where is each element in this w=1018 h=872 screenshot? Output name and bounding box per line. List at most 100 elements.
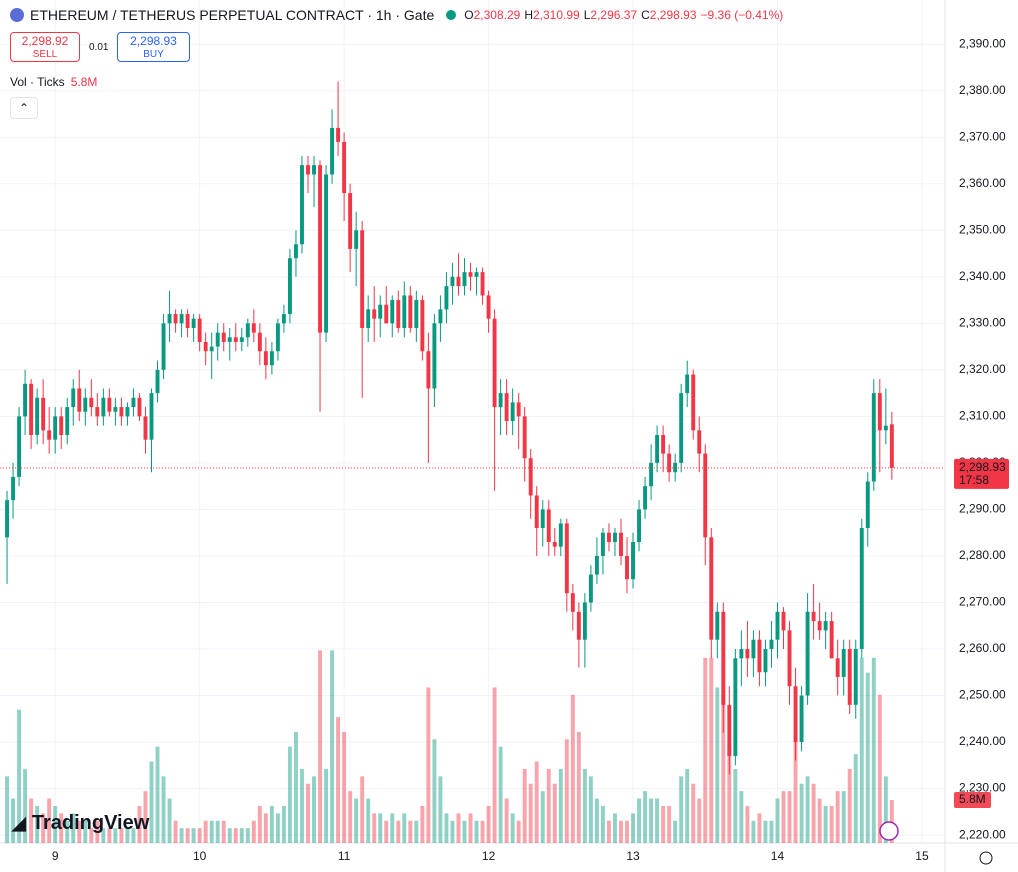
volume-bar — [173, 820, 178, 843]
candle-body — [408, 295, 413, 328]
volume-bar — [221, 820, 226, 843]
volume-bar — [77, 820, 82, 843]
volume-bar — [390, 813, 395, 843]
volume-bar — [631, 813, 635, 843]
volume-bar — [817, 798, 822, 843]
candle-body — [107, 397, 112, 412]
volume-bar — [366, 798, 371, 843]
volume-bar — [781, 791, 786, 843]
volume-bar — [89, 828, 94, 843]
volume-bar — [661, 805, 666, 843]
candle-body — [372, 309, 377, 319]
x-tick-label: 13 — [626, 849, 640, 863]
candle-body — [709, 537, 714, 640]
candle-body — [835, 658, 840, 677]
candle-body — [528, 458, 533, 496]
volume-bar — [492, 687, 497, 843]
candle-body — [191, 318, 196, 328]
volume-bar — [793, 739, 798, 843]
volume-bar — [564, 739, 569, 843]
volume-bar — [871, 657, 876, 843]
volume-bar — [763, 820, 768, 843]
volume-bar — [697, 798, 702, 843]
sell-price: 2,298.92 — [21, 34, 69, 48]
settings-icon — [979, 851, 993, 865]
volume-bar — [769, 820, 774, 843]
candle-body — [847, 648, 852, 705]
candle-body — [793, 686, 798, 743]
volume-bar — [883, 776, 888, 843]
volume-bar — [294, 731, 298, 843]
sell-button[interactable]: 2,298.92 SELL — [10, 32, 80, 62]
candle-body — [817, 621, 822, 631]
candle-body — [865, 481, 870, 529]
candle-body — [23, 383, 28, 417]
volume-bar — [372, 813, 377, 843]
volume-bar — [727, 746, 732, 843]
symbol-title[interactable]: ETHEREUM / TETHERUS PERPETUAL CONTRACT ·… — [30, 7, 435, 23]
volume-bar — [474, 820, 479, 843]
candle-body — [799, 695, 804, 743]
volume-bar — [125, 828, 130, 843]
candle-body — [751, 639, 756, 659]
candle-body — [185, 314, 190, 328]
candle-body — [685, 374, 690, 394]
candle-body — [360, 230, 365, 328]
y-tick-label: 2,310.00 — [959, 409, 1006, 423]
y-tick-label: 2,360.00 — [959, 176, 1006, 190]
candle-body — [600, 532, 605, 556]
volume-bar — [528, 783, 533, 843]
volume-bar — [348, 791, 353, 843]
volume-bar — [287, 746, 292, 843]
y-tick-label: 2,270.00 — [959, 595, 1006, 609]
candle-body — [83, 397, 88, 412]
ohlc-value: 2,310.99 — [533, 8, 580, 22]
volume-bar — [107, 828, 112, 843]
volume-bar — [739, 791, 744, 843]
volume-label: 5.8M — [959, 792, 986, 806]
candle-body — [330, 127, 335, 175]
volume-bar — [65, 820, 70, 843]
volume-bar — [582, 768, 587, 843]
candle-body — [275, 323, 280, 352]
volume-bar — [35, 805, 40, 843]
volume-bar — [498, 746, 503, 843]
buy-button[interactable]: 2,298.93 BUY — [117, 32, 190, 62]
volume-bar — [444, 813, 449, 843]
volume-bar — [540, 791, 545, 843]
candle-body — [811, 611, 816, 622]
volume-bar — [432, 739, 437, 843]
candle-body — [143, 416, 148, 440]
volume-bar — [336, 717, 341, 843]
volume-bar — [257, 805, 262, 843]
candle-body — [534, 495, 539, 529]
volume-bar — [799, 783, 804, 843]
candle-body — [167, 314, 172, 324]
candle-body — [564, 523, 569, 594]
candle-body — [366, 309, 371, 328]
volume-bar — [53, 805, 58, 843]
candle-body — [606, 532, 611, 542]
candle-body — [221, 332, 226, 342]
volume-bar — [853, 754, 858, 843]
volume-bar — [269, 805, 274, 843]
candle-body — [95, 407, 100, 417]
ohlc-key: C — [641, 8, 650, 22]
candle-body — [209, 346, 214, 352]
candle-body — [89, 397, 94, 408]
volume-bar — [354, 798, 359, 843]
collapse-button[interactable]: ⌃ — [10, 97, 38, 119]
candle-body — [655, 434, 660, 463]
volume-bar — [209, 820, 214, 843]
candle-body — [474, 272, 479, 277]
y-tick-label: 2,250.00 — [959, 688, 1006, 702]
y-tick-label: 2,230.00 — [959, 781, 1006, 795]
volume-bar — [402, 813, 407, 843]
volume-bar — [71, 813, 76, 843]
candle-body — [348, 193, 353, 249]
volume-bar — [859, 657, 864, 843]
volume-bar — [715, 687, 720, 843]
volume-bar — [847, 768, 852, 843]
volume-legend: Vol · Ticks 5.8M — [10, 75, 97, 89]
candle-body — [420, 300, 425, 352]
